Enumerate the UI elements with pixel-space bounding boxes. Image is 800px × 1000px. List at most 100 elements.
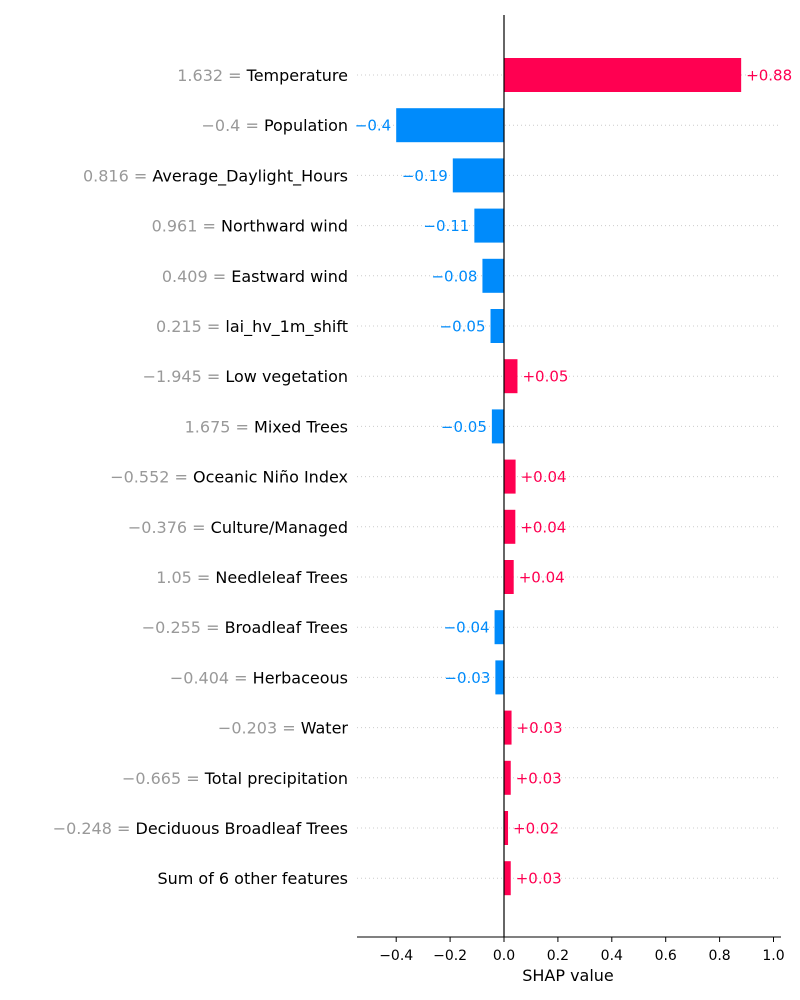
feature-value: 0.816 = — [83, 166, 152, 185]
feature-value: 0.961 = — [152, 217, 221, 236]
feature-label: 0.961 = Northward wind — [152, 217, 348, 236]
feature-name: Water — [301, 719, 349, 738]
grid-lines — [357, 74, 781, 879]
bar-population — [396, 108, 504, 143]
feature-name: lai_hv_1m_shift — [225, 317, 348, 337]
bar-eastward-wind — [482, 258, 504, 293]
feature-name: Northward wind — [221, 217, 348, 236]
bar-needleleaf-trees — [504, 560, 514, 594]
feature-value: 1.632 = — [177, 66, 246, 85]
x-tick-label: 0.6 — [655, 948, 677, 964]
feature-name: Total precipitation — [204, 769, 348, 788]
bars — [396, 58, 742, 896]
x-tick-label: 0.8 — [708, 948, 730, 964]
shap-value-label: +0.04 — [519, 569, 565, 587]
feature-label: Sum of 6 other features — [157, 869, 348, 888]
shap-value-label: +0.88 — [746, 67, 792, 85]
shap-value-label: −0.05 — [441, 418, 487, 436]
feature-name: Population — [264, 116, 348, 135]
feature-value: −0.255 = — [142, 618, 225, 637]
bar-oceanic-ni-o-index — [504, 459, 516, 494]
feature-label: −0.665 = Total precipitation — [122, 769, 348, 788]
shap-value-label: +0.02 — [513, 820, 559, 838]
bar-low-vegetation — [504, 359, 518, 394]
feature-name: Low vegetation — [225, 367, 348, 386]
shap-value-label: +0.04 — [521, 468, 567, 486]
feature-label: −0.376 = Culture/Managed — [128, 518, 348, 537]
feature-label: 0.215 = lai_hv_1m_shift — [156, 317, 348, 337]
feature-value: −0.203 = — [218, 719, 301, 738]
feature-label: −0.4 = Population — [202, 116, 349, 135]
bar-broadleaf-trees — [494, 610, 504, 645]
bar-temperature — [504, 58, 742, 92]
feature-label: −0.203 = Water — [218, 719, 349, 738]
feature-label: −0.404 = Herbaceous — [170, 668, 348, 687]
feature-value: 0.215 = — [156, 317, 225, 336]
x-tick-label: 0.0 — [493, 948, 515, 964]
shap-value-label: −0.4 — [355, 117, 391, 135]
feature-value: −0.4 = — [202, 116, 264, 135]
shap-value-label: −0.08 — [431, 267, 477, 285]
feature-label: 0.409 = Eastward wind — [162, 267, 348, 286]
x-axis-title: SHAP value — [522, 966, 614, 985]
feature-name: Eastward wind — [231, 267, 348, 286]
shap-value-label: −0.19 — [402, 167, 448, 185]
bar-lai-hv-1m-shift — [490, 309, 504, 343]
feature-name: Deciduous Broadleaf Trees — [136, 819, 349, 838]
x-tick-label: 1.0 — [762, 948, 784, 964]
feature-name: Broadleaf Trees — [225, 618, 348, 637]
feature-value: 1.675 = — [185, 417, 254, 436]
feature-name: Mixed Trees — [254, 417, 348, 436]
feature-name: Oceanic Niño Index — [193, 468, 348, 487]
value-labels: +0.88 −0.4 −0.19 −0.11 −0.08 −0.05 +0.05 −0.05 +… — [355, 67, 792, 888]
feature-label: −1.945 = Low vegetation — [143, 367, 348, 386]
feature-value: −1.945 = — [143, 367, 226, 386]
bar-water — [504, 710, 512, 745]
shap-value-label: +0.03 — [516, 870, 562, 888]
bar-herbaceous — [495, 660, 504, 695]
feature-name: Culture/Managed — [211, 518, 348, 537]
feature-labels: 1.632 = Temperature −0.4 = Population 0.81… — [53, 66, 349, 888]
bar-average-daylight-hours — [452, 158, 504, 193]
feature-value: 1.05 = — [156, 568, 215, 587]
feature-value: −0.552 = — [110, 468, 193, 487]
feature-label: 0.816 = Average_Daylight_Hours — [83, 166, 348, 186]
feature-value: −0.376 = — [128, 518, 211, 537]
feature-value: −0.665 = — [122, 769, 205, 788]
x-tick-label: −0.2 — [433, 948, 467, 964]
feature-name: Herbaceous — [253, 668, 348, 687]
feature-label: −0.552 = Oceanic Niño Index — [110, 468, 348, 487]
bar-total-precipitation — [504, 760, 511, 795]
shap-value-label: +0.05 — [522, 368, 568, 386]
feature-name: Average_Daylight_Hours — [152, 166, 348, 186]
feature-value: 0.409 = — [162, 267, 231, 286]
feature-label: 1.632 = Temperature — [177, 66, 348, 85]
feature-label: 1.05 = Needleleaf Trees — [156, 568, 348, 587]
shap-value-label: −0.11 — [423, 217, 469, 235]
feature-name: Sum of 6 other features — [157, 869, 348, 888]
shap-value-label: +0.03 — [517, 719, 563, 737]
feature-name: Needleleaf Trees — [215, 568, 348, 587]
shap-value-label: +0.03 — [516, 769, 562, 787]
bar-mixed-trees — [491, 409, 504, 444]
feature-label: −0.248 = Deciduous Broadleaf Trees — [53, 819, 348, 838]
shap-value-label: −0.04 — [444, 619, 490, 637]
x-axis: −0.4 −0.2 0.0 0.2 0.4 0.6 0.8 1.0 — [357, 15, 785, 964]
bar-deciduous-broadleaf-trees — [504, 811, 509, 845]
feature-label: 1.675 = Mixed Trees — [185, 417, 348, 436]
feature-label: −0.255 = Broadleaf Trees — [142, 618, 348, 637]
shap-value-label: +0.04 — [520, 518, 566, 536]
x-tick-label: −0.4 — [379, 948, 413, 964]
bar-culture-managed — [504, 509, 516, 544]
x-tick-label: 0.4 — [601, 948, 623, 964]
feature-name: Temperature — [246, 66, 348, 85]
bar-northward-wind — [474, 208, 504, 243]
shap-value-label: −0.03 — [444, 669, 490, 687]
feature-value: −0.248 = — [53, 819, 136, 838]
bar-sum-of-6-other-features — [504, 861, 511, 896]
shap-value-label: −0.05 — [440, 318, 486, 336]
feature-value: −0.404 = — [170, 668, 253, 687]
x-tick-label: 0.2 — [547, 948, 569, 964]
